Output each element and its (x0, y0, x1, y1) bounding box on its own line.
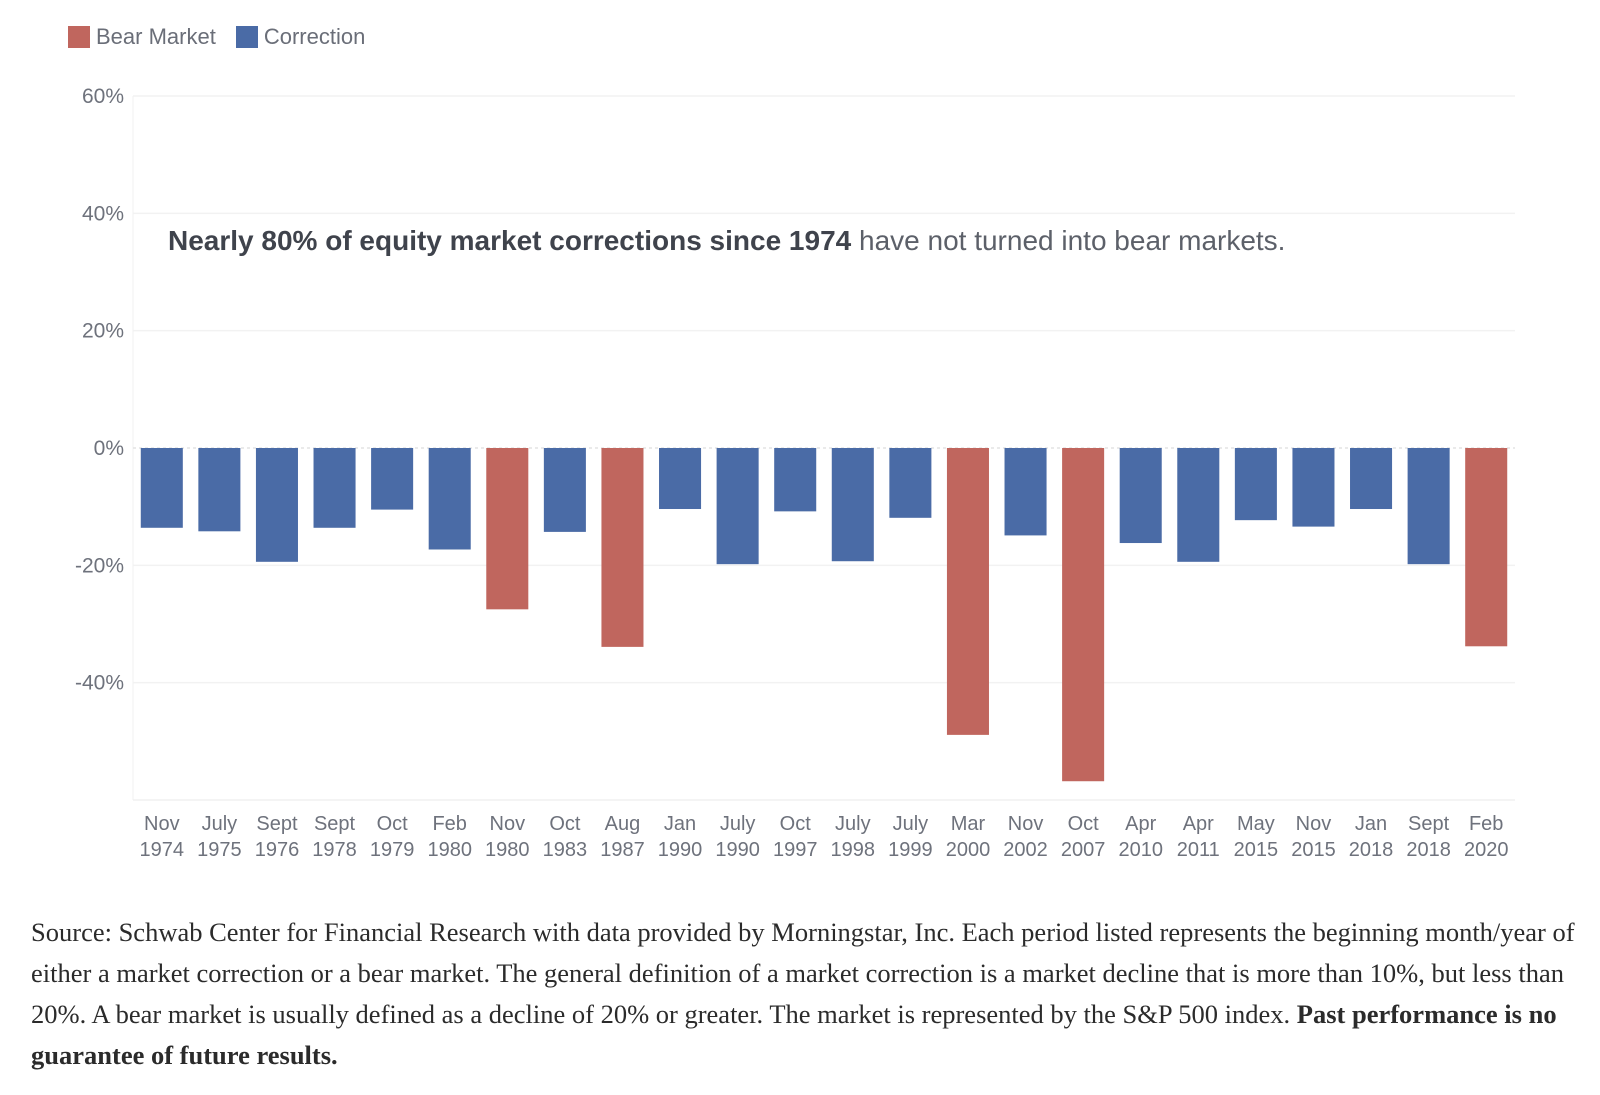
gridlines (132, 95, 1515, 801)
x-tick-label-month: Oct (1068, 813, 1100, 835)
bar-feb-2020 (1465, 448, 1508, 647)
bar-sept-2018 (1407, 448, 1450, 565)
bar-nov-2015 (1292, 448, 1335, 527)
legend-swatch-correction (235, 26, 258, 48)
legend-item-bear-market[interactable]: Bear Market (68, 24, 216, 50)
y-axis-ticks: 60% 40% 20% 0% -20% -40% (75, 85, 124, 695)
x-tick-label-month: July (893, 813, 929, 835)
bar-chart: 60% 40% 20% 0% -20% -40% Nov 1974 July 1975 Sept 1… (75, 85, 1515, 861)
x-tick-label-month: July (202, 813, 238, 835)
bar-july-1998 (831, 448, 874, 562)
x-tick-label-year: 2018 (1406, 839, 1451, 861)
bar-apr-2011 (1177, 448, 1220, 562)
x-tick-label-year: 1976 (255, 839, 300, 861)
annotation-bold: Nearly 80% of equity market corrections … (168, 225, 852, 256)
x-tick-label-year: 2000 (946, 839, 991, 861)
bar-sept-1978 (313, 448, 356, 528)
bar-nov-1980 (486, 448, 529, 610)
x-tick-label-year: 1998 (831, 839, 876, 861)
bars (140, 448, 1508, 782)
bar-oct-1979 (371, 448, 414, 510)
x-tick-label-year: 2007 (1061, 839, 1106, 861)
y-tick-label: -20% (75, 554, 124, 577)
legend-label: Bear Market (96, 24, 216, 49)
x-tick-label-year: 1975 (197, 839, 242, 861)
x-tick-label-year: 2015 (1291, 839, 1336, 861)
x-tick-label-month: Nov (144, 813, 180, 835)
x-tick-label-year: 1987 (600, 839, 645, 861)
x-tick-label-year: 2015 (1234, 839, 1279, 861)
x-tick-label-month: Sept (256, 813, 298, 835)
x-tick-label-year: 1999 (888, 839, 933, 861)
x-tick-label-year: 1978 (312, 839, 357, 861)
bar-apr-2010 (1119, 448, 1162, 544)
bar-oct-1997 (774, 448, 817, 512)
y-tick-label: -40% (75, 672, 124, 695)
bar-nov-2002 (1004, 448, 1047, 536)
y-tick-label: 40% (82, 202, 124, 225)
x-tick-label-month: Oct (780, 813, 812, 835)
legend: Bear Market Correction (68, 24, 385, 50)
bar-july-1999 (889, 448, 932, 518)
x-tick-label-month: May (1237, 813, 1275, 835)
x-tick-label-month: July (720, 813, 756, 835)
x-tick-label-year: 1990 (715, 839, 760, 861)
x-tick-label-month: Jan (664, 813, 696, 835)
x-tick-label-month: Jan (1355, 813, 1387, 835)
bar-feb-1980 (428, 448, 471, 550)
x-tick-label-year: 2002 (1003, 839, 1048, 861)
x-tick-label-year: 1979 (370, 839, 415, 861)
bar-nov-1974 (140, 448, 183, 528)
source-footnote: Source: Schwab Center for Financial Rese… (31, 912, 1591, 1076)
x-tick-label-year: 1980 (485, 839, 530, 861)
x-tick-label-year: 1990 (658, 839, 703, 861)
x-tick-label-year: 2011 (1177, 839, 1220, 861)
x-tick-label-month: Nov (1008, 813, 1044, 835)
x-tick-label-year: 1980 (427, 839, 472, 861)
bar-july-1975 (198, 448, 241, 532)
legend-item-correction[interactable]: Correction (235, 24, 366, 50)
x-tick-label-month: Oct (549, 813, 581, 835)
x-tick-label-month: Sept (314, 813, 356, 835)
x-tick-label-month: Oct (377, 813, 409, 835)
footnote-text: Source: Schwab Center for Financial Rese… (31, 917, 1575, 1029)
x-tick-label-year: 2020 (1464, 839, 1509, 861)
bar-oct-1983 (543, 448, 586, 532)
x-tick-label-month: Nov (1296, 813, 1332, 835)
y-tick-label: 20% (82, 320, 124, 343)
bar-mar-2000 (946, 448, 989, 735)
x-tick-label-month: Mar (951, 813, 986, 835)
x-tick-label-year: 2010 (1118, 839, 1163, 861)
x-tick-label-month: Sept (1408, 813, 1450, 835)
x-tick-label-month: Feb (1469, 813, 1503, 835)
x-tick-label-year: 1974 (140, 839, 185, 861)
y-tick-label: 60% (82, 85, 124, 108)
x-tick-label-month: Apr (1125, 813, 1156, 835)
legend-label: Correction (263, 24, 366, 49)
x-tick-label-month: Aug (605, 813, 641, 835)
y-tick-label: 0% (94, 437, 124, 460)
bar-jan-1990 (659, 448, 702, 510)
x-tick-label-month: Nov (490, 813, 526, 835)
bar-aug-1987 (601, 448, 644, 647)
x-tick-label-year: 1997 (773, 839, 818, 861)
x-tick-label-month: Apr (1183, 813, 1214, 835)
footnote-disclaimer: Past performance is no guarantee of futu… (31, 999, 1557, 1070)
bar-july-1990 (716, 448, 759, 565)
bar-may-2015 (1234, 448, 1277, 521)
x-tick-label-month: Feb (432, 813, 466, 835)
bar-oct-2007 (1062, 448, 1105, 782)
annotation-regular: have not turned into bear markets. (851, 225, 1285, 256)
x-tick-label-month: July (835, 813, 871, 835)
x-tick-label-year: 2018 (1349, 839, 1394, 861)
x-axis-ticks: Nov 1974 July 1975 Sept 1976 Sept 1978 Oct 1979 Fe… (140, 813, 1509, 861)
chart-annotation: Nearly 80% of equity market corrections … (168, 225, 1285, 256)
bar-sept-1976 (255, 448, 298, 562)
x-tick-label-year: 1983 (543, 839, 588, 861)
legend-swatch-bear-market (68, 26, 90, 48)
bar-jan-2018 (1350, 448, 1393, 510)
